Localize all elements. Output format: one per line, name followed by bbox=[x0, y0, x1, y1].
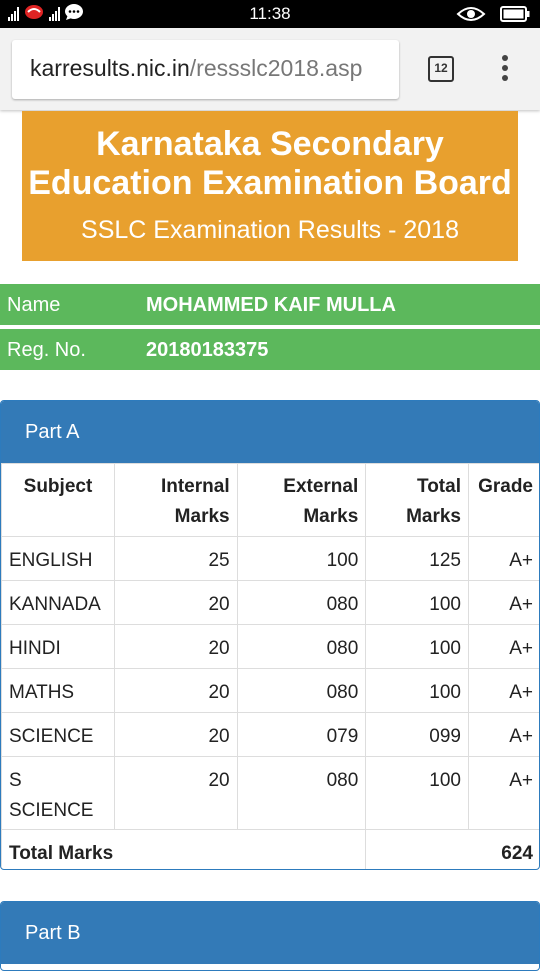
table-row: KANNADA 20 080 100 A+ bbox=[2, 581, 540, 625]
url-bar[interactable]: karresults.nic.in/ressslc2018.asp bbox=[12, 40, 399, 99]
part-a-heading: Part A bbox=[1, 401, 539, 463]
col-grade: Grade bbox=[468, 464, 540, 537]
url-host: karresults.nic.in bbox=[30, 55, 190, 81]
col-subject: Subject bbox=[2, 464, 115, 537]
grade-cell: A+ bbox=[468, 537, 540, 581]
status-bar: 11:38 bbox=[0, 0, 540, 28]
total-cell: 099 bbox=[366, 713, 469, 757]
reg-number-row: Reg. No. 20180183375 bbox=[0, 329, 540, 370]
grade-cell: A+ bbox=[468, 625, 540, 669]
overflow-menu-icon[interactable] bbox=[500, 55, 510, 85]
url-path: /ressslc2018.asp bbox=[190, 55, 363, 81]
name-label: Name bbox=[7, 294, 60, 317]
part-b-heading: Part B bbox=[1, 902, 539, 964]
grade-cell: A+ bbox=[468, 669, 540, 713]
reg-label: Reg. No. bbox=[7, 339, 86, 362]
external-cell: 080 bbox=[237, 669, 366, 713]
part-a-title: Part A bbox=[25, 421, 79, 444]
total-marks-value: 624 bbox=[366, 830, 540, 871]
board-header-banner: Karnataka Secondary Education Examinatio… bbox=[22, 111, 518, 261]
battery-icon bbox=[500, 6, 530, 27]
table-row: SCIENCE 20 079 099 A+ bbox=[2, 713, 540, 757]
total-cell: 100 bbox=[366, 625, 469, 669]
total-cell: 100 bbox=[366, 757, 469, 830]
total-cell: 100 bbox=[366, 669, 469, 713]
student-name-row: Name MOHAMMED KAIF MULLA bbox=[0, 284, 540, 325]
subject-cell: MATHS bbox=[2, 669, 115, 713]
internal-cell: 20 bbox=[114, 757, 237, 830]
external-cell: 080 bbox=[237, 625, 366, 669]
eye-icon bbox=[456, 5, 486, 28]
tab-switcher-button[interactable]: 12 bbox=[428, 56, 454, 82]
internal-cell: 20 bbox=[114, 669, 237, 713]
table-row: HINDI 20 080 100 A+ bbox=[2, 625, 540, 669]
grade-cell: A+ bbox=[468, 757, 540, 830]
external-cell: 080 bbox=[237, 581, 366, 625]
part-b-panel: Part B bbox=[0, 901, 540, 971]
subject-cell: ENGLISH bbox=[2, 537, 115, 581]
subject-cell: HINDI bbox=[2, 625, 115, 669]
total-cell: 100 bbox=[366, 581, 469, 625]
grade-cell: A+ bbox=[468, 713, 540, 757]
subject-cell: KANNADA bbox=[2, 581, 115, 625]
external-cell: 080 bbox=[237, 757, 366, 830]
table-row: MATHS 20 080 100 A+ bbox=[2, 669, 540, 713]
board-title-line2: Education Examination Board bbox=[22, 164, 518, 203]
total-marks-label: Total Marks bbox=[2, 830, 366, 871]
internal-cell: 20 bbox=[114, 581, 237, 625]
status-icons-right bbox=[456, 5, 530, 28]
total-cell: 125 bbox=[366, 537, 469, 581]
internal-cell: 20 bbox=[114, 625, 237, 669]
exam-results-subtitle: SSLC Examination Results - 2018 bbox=[22, 216, 518, 245]
external-cell: 079 bbox=[237, 713, 366, 757]
internal-cell: 20 bbox=[114, 713, 237, 757]
grade-cell: A+ bbox=[468, 581, 540, 625]
subject-cell: SCIENCE bbox=[2, 713, 115, 757]
internal-cell: 25 bbox=[114, 537, 237, 581]
external-cell: 100 bbox=[237, 537, 366, 581]
part-b-title: Part B bbox=[25, 922, 81, 945]
name-value: MOHAMMED KAIF MULLA bbox=[146, 294, 396, 317]
board-title-line1: Karnataka Secondary bbox=[22, 125, 518, 164]
total-marks-row: Total Marks 624 bbox=[2, 830, 540, 871]
url-text[interactable]: karresults.nic.in/ressslc2018.asp bbox=[30, 55, 362, 82]
browser-toolbar: karresults.nic.in/ressslc2018.asp 12 bbox=[0, 28, 540, 110]
reg-value: 20180183375 bbox=[146, 339, 268, 362]
table-row: ENGLISH 25 100 125 A+ bbox=[2, 537, 540, 581]
